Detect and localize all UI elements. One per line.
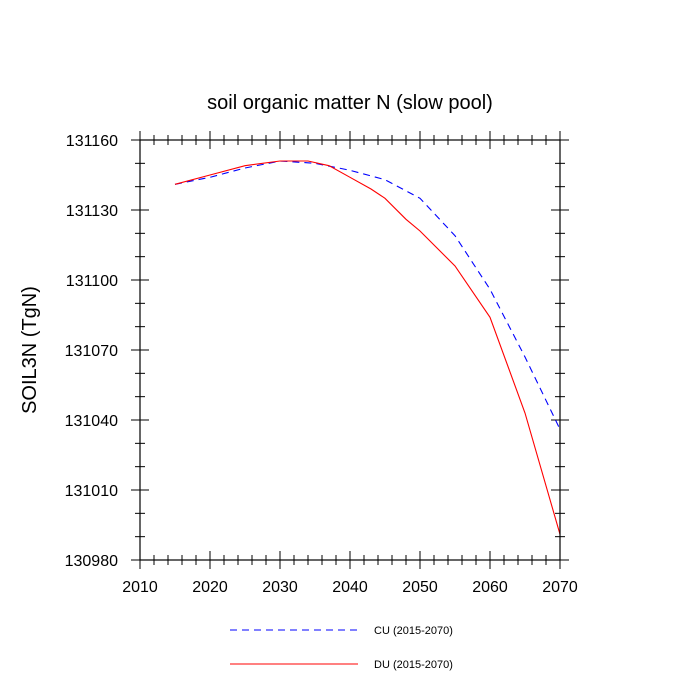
y-axis-label: SOIL3N (TgN)	[19, 286, 41, 414]
x-tick-label: 2070	[542, 579, 578, 596]
x-tick-label: 2050	[402, 579, 438, 596]
y-tick-label: 131100	[66, 273, 118, 290]
legend-label: CU (2015-2070)	[374, 625, 453, 637]
chart-title: soil organic matter N (slow pool)	[207, 92, 493, 114]
x-tick-label: 2040	[332, 579, 368, 596]
y-tick-label: 131040	[65, 413, 118, 430]
x-tick-label: 2030	[262, 579, 298, 596]
y-tick-label: 131010	[65, 483, 118, 500]
legend-label: DU (2015-2070)	[374, 659, 453, 671]
x-tick-label: 2060	[472, 579, 508, 596]
y-tick-label: 131130	[66, 203, 118, 220]
series-line-cu	[174, 160, 561, 430]
x-tick-label: 2020	[192, 579, 228, 596]
series-line-du	[174, 160, 561, 535]
x-tick-label: 2010	[122, 579, 158, 596]
y-tick-label: 131160	[66, 133, 118, 150]
y-tick-label: 131070	[65, 343, 118, 360]
plot-frame	[139, 139, 561, 561]
y-tick-label: 130980	[65, 553, 118, 570]
